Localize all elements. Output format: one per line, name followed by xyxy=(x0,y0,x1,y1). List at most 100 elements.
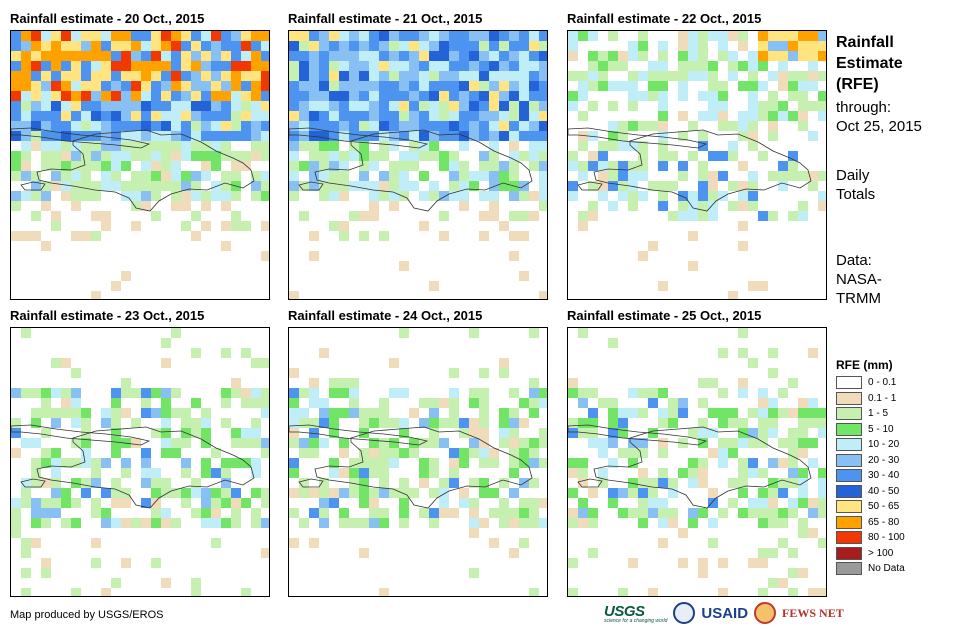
fews-globe-icon xyxy=(754,602,777,624)
rainfall-cell xyxy=(818,508,826,518)
rainfall-cell xyxy=(71,111,81,121)
rainfall-cell xyxy=(211,121,221,131)
rainfall-cell xyxy=(349,61,359,71)
rainfall-cell xyxy=(41,111,51,121)
rainfall-cell xyxy=(241,498,251,508)
rainfall-cell xyxy=(289,468,299,478)
rainfall-cell xyxy=(339,488,349,498)
rainfall-cell xyxy=(251,171,261,181)
rainfall-cell xyxy=(618,161,628,171)
rainfall-cell xyxy=(419,438,429,448)
rainfall-cell xyxy=(369,518,379,528)
rainfall-cell xyxy=(101,488,111,498)
rainfall-cell xyxy=(61,61,71,71)
rainfall-cell xyxy=(728,408,738,418)
rainfall-cell xyxy=(21,71,31,81)
rainfall-cell xyxy=(71,388,81,398)
rainfall-cell xyxy=(499,438,509,448)
rainfall-cell xyxy=(339,448,349,458)
rainfall-cell xyxy=(738,191,748,201)
rainfall-cell xyxy=(608,51,618,61)
rainfall-cell xyxy=(788,458,798,468)
rainfall-cell xyxy=(309,418,319,428)
rainfall-cell xyxy=(81,231,91,241)
rainfall-cell xyxy=(131,51,141,61)
rainfall-cell xyxy=(21,171,31,181)
rainfall-cell xyxy=(171,141,181,151)
rainfall-cell xyxy=(419,121,429,131)
rainfall-cell xyxy=(688,121,698,131)
rainfall-cell xyxy=(628,191,638,201)
rainfall-cell xyxy=(309,438,319,448)
rainfall-cell xyxy=(171,111,181,121)
rainfall-cell xyxy=(369,91,379,101)
rainfall-cell xyxy=(748,468,758,478)
rainfall-cell xyxy=(578,81,588,91)
rainfall-cell xyxy=(439,121,449,131)
rainfall-cell xyxy=(678,528,688,538)
rainfall-cell xyxy=(329,498,339,508)
rainfall-cell xyxy=(309,231,319,241)
rainfall-cell xyxy=(748,111,758,121)
through-label: through: xyxy=(836,99,892,116)
rainfall-cell xyxy=(309,51,319,61)
panel-title-21oct: Rainfall estimate - 21 Oct., 2015 xyxy=(288,11,483,26)
rainfall-cell xyxy=(788,81,798,91)
rainfall-cell xyxy=(439,31,449,41)
rainfall-cell xyxy=(131,91,141,101)
rainfall-cell xyxy=(161,41,171,51)
rainfall-cell xyxy=(618,428,628,438)
rainfall-cell xyxy=(11,71,21,81)
rainfall-cell xyxy=(21,141,31,151)
rainfall-cell xyxy=(429,151,439,161)
rainfall-cell xyxy=(758,408,768,418)
rainfall-cell xyxy=(568,468,578,478)
rainfall-cell xyxy=(261,181,269,191)
rainfall-cell xyxy=(628,558,638,568)
rainfall-cell xyxy=(41,61,51,71)
rainfall-cell xyxy=(459,191,469,201)
rainfall-cell xyxy=(588,131,598,141)
rainfall-cell xyxy=(429,508,439,518)
rainfall-cell xyxy=(91,101,101,111)
rainfall-cell xyxy=(101,181,111,191)
rainfall-cell xyxy=(31,121,41,131)
rainfall-cell xyxy=(241,221,251,231)
rainfall-cell xyxy=(71,438,81,448)
rainfall-cell xyxy=(171,71,181,81)
rainfall-cell xyxy=(71,398,81,408)
rainfall-cell xyxy=(289,171,299,181)
rainfall-cell xyxy=(568,518,578,528)
rainfall-cell xyxy=(101,111,111,121)
rainfall-cell xyxy=(141,41,151,51)
rainfall-cell xyxy=(91,211,101,221)
rainfall-cell xyxy=(349,211,359,221)
rainfall-cell xyxy=(329,408,339,418)
rainfall-cell xyxy=(758,61,768,71)
rainfall-cell xyxy=(31,498,41,508)
rainfall-cell xyxy=(588,211,598,221)
rainfall-cell xyxy=(121,181,131,191)
rainfall-cell xyxy=(319,508,329,518)
rainfall-cell xyxy=(261,548,269,558)
rainfall-cell xyxy=(618,191,628,201)
legend-swatch xyxy=(836,562,862,575)
rainfall-cell xyxy=(489,211,499,221)
rainfall-cell xyxy=(289,398,299,408)
rainfall-cell xyxy=(11,81,21,91)
rainfall-cell xyxy=(399,91,409,101)
rainfall-cell xyxy=(81,448,91,458)
rainfall-cell xyxy=(459,161,469,171)
rainfall-cell xyxy=(21,488,31,498)
rainfall-cell xyxy=(648,91,658,101)
rainfall-cell xyxy=(319,51,329,61)
rainfall-cell xyxy=(539,61,547,71)
rainfall-cell xyxy=(489,201,499,211)
rainfall-cell xyxy=(389,131,399,141)
rainfall-cell xyxy=(539,388,547,398)
rainfall-cell xyxy=(708,191,718,201)
rainfall-cell xyxy=(818,538,826,548)
rainfall-cell xyxy=(319,61,329,71)
rainfall-cell xyxy=(171,488,181,498)
rainfall-cell xyxy=(369,468,379,478)
